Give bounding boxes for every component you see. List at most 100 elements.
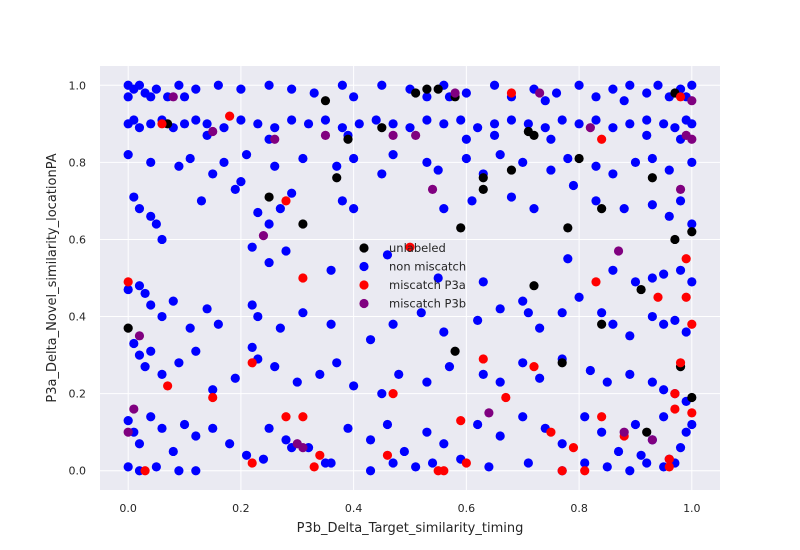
data-point [264, 80, 274, 90]
data-point [456, 115, 466, 125]
data-point [241, 150, 252, 160]
y-tick-label: 0.0 [69, 465, 87, 478]
data-point [473, 123, 483, 133]
data-point [433, 165, 443, 175]
data-point [179, 119, 190, 129]
data-point [613, 446, 624, 457]
data-point [399, 446, 409, 457]
data-point [529, 362, 539, 372]
data-point [473, 419, 483, 430]
data-point [388, 319, 398, 329]
data-point [377, 389, 387, 399]
data-point [382, 419, 393, 430]
data-point [439, 327, 449, 337]
data-point [134, 123, 145, 133]
data-point [349, 92, 359, 102]
data-point [213, 80, 223, 90]
data-point [630, 277, 641, 287]
data-point [303, 119, 314, 129]
data-point [518, 412, 528, 422]
data-point [659, 119, 669, 129]
x-axis-label: P3b_Delta_Target_similarity_timing [297, 521, 524, 536]
data-point [444, 362, 455, 372]
data-point [213, 319, 223, 329]
data-point [185, 323, 195, 333]
data-point [687, 419, 697, 430]
data-point [377, 123, 387, 133]
data-point [546, 165, 556, 175]
data-point [236, 177, 246, 187]
data-point [461, 458, 471, 468]
data-point [681, 254, 691, 264]
data-point [687, 392, 697, 403]
data-point [473, 315, 483, 325]
y-tick-label: 0.6 [69, 233, 87, 246]
data-point [146, 119, 156, 129]
data-point [433, 84, 443, 94]
data-point [591, 196, 601, 206]
data-point [281, 246, 291, 256]
data-point [281, 196, 291, 206]
data-point [557, 358, 567, 368]
data-point [196, 196, 207, 206]
data-point [343, 423, 353, 433]
data-point [365, 335, 376, 345]
data-point [619, 96, 629, 106]
data-point [123, 462, 133, 472]
data-point [320, 458, 331, 468]
data-point [332, 161, 342, 171]
data-point [208, 169, 218, 179]
data-point [416, 308, 426, 318]
data-point [320, 115, 331, 125]
data-point [642, 88, 652, 98]
data-point [540, 96, 550, 106]
data-point [574, 292, 584, 302]
data-points [123, 80, 697, 476]
data-point [405, 242, 415, 252]
data-point [675, 196, 686, 206]
data-point [619, 427, 629, 437]
data-point [439, 439, 449, 449]
data-point [129, 192, 139, 202]
data-point [478, 173, 488, 183]
data-point [585, 365, 595, 376]
data-point [264, 192, 274, 202]
data-point [647, 200, 657, 210]
data-point [687, 277, 697, 287]
data-point [439, 119, 449, 129]
data-point [275, 204, 285, 214]
data-point [597, 427, 607, 437]
data-point [230, 373, 240, 383]
data-point [495, 377, 505, 387]
data-point [129, 338, 139, 349]
data-point [146, 92, 156, 102]
data-point [365, 435, 376, 445]
data-point [123, 323, 133, 333]
data-point [501, 392, 511, 403]
data-point [647, 273, 657, 283]
data-point [332, 173, 342, 183]
data-point [174, 358, 184, 368]
data-point [450, 346, 460, 356]
data-point [134, 350, 145, 360]
data-point [157, 311, 167, 322]
data-point [208, 392, 218, 403]
data-point [574, 119, 584, 129]
data-point [270, 161, 280, 171]
data-point [456, 416, 466, 426]
data-point [225, 439, 235, 449]
data-point [580, 412, 590, 422]
data-point [523, 119, 533, 129]
data-point [264, 423, 274, 433]
data-point [427, 184, 438, 194]
data-point [489, 130, 500, 140]
data-point [659, 412, 669, 422]
data-point [675, 443, 686, 453]
data-point [174, 161, 184, 171]
x-tick-label: 0.0 [119, 502, 137, 515]
data-point [382, 250, 393, 260]
data-point [298, 273, 308, 283]
data-point [647, 311, 657, 322]
data-point [264, 257, 274, 268]
data-point [602, 377, 612, 387]
